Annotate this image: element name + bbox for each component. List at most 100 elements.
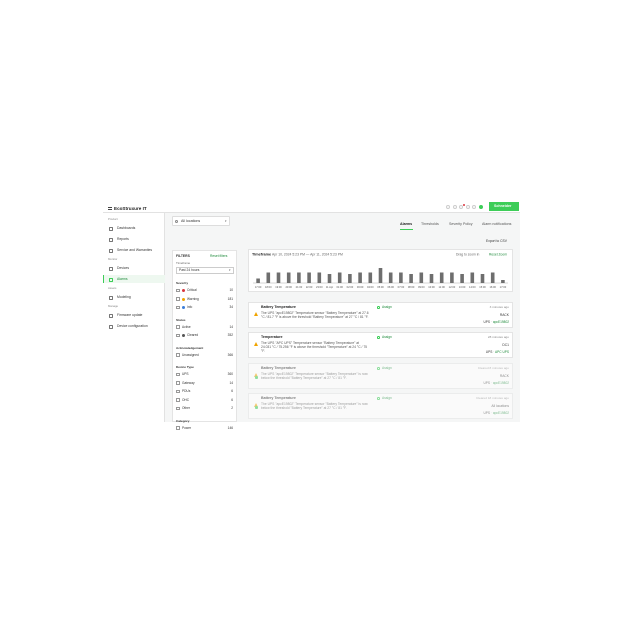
x-tick-label: 06:00 (387, 285, 394, 289)
device-type: UPS (485, 350, 493, 354)
checkbox[interactable] (176, 333, 180, 338)
filters-title: FILTERS (176, 254, 190, 258)
header-icon[interactable] (446, 204, 450, 209)
filter-count: 352 (227, 333, 233, 337)
menu-icon[interactable] (108, 207, 112, 210)
checkbox[interactable] (176, 398, 180, 402)
nav-item[interactable]: Alarms (117, 277, 128, 281)
export-button[interactable]: Export to CSV (486, 239, 507, 243)
nav-item[interactable]: Device configuration (117, 324, 148, 328)
nav-item[interactable]: Service and Warranties (117, 248, 153, 252)
option-icon (182, 289, 185, 292)
filter-option: OHC (182, 397, 190, 402)
nav-item[interactable]: Modeling (117, 295, 131, 299)
option-icon (182, 334, 185, 337)
filter-count: 14 (229, 324, 233, 329)
x-tick-label: 20:00 (285, 285, 292, 289)
brand-button[interactable]: Schneider (489, 202, 519, 211)
assign-button[interactable]: Assign (382, 335, 392, 339)
timeframe-value[interactable]: Past 24 hours (179, 268, 200, 273)
bar (358, 272, 362, 283)
sidebar-section-label: Manage (108, 304, 119, 308)
sidebar-section-label: Monitor (108, 257, 118, 261)
reset-filters[interactable]: Reset filters (210, 254, 228, 258)
nav-item[interactable]: Dashboards (117, 226, 136, 230)
nav-icon (109, 249, 113, 253)
device-link[interactable]: apcE19802 (492, 381, 509, 385)
assign-button[interactable]: Assign (382, 396, 392, 400)
top-bar (103, 200, 520, 213)
assign-button[interactable]: Assign (382, 305, 392, 309)
alarm-card[interactable]: Battery Temperature The UPS "apcE19802" T… (248, 363, 513, 389)
bar (450, 272, 454, 283)
checkbox[interactable] (176, 381, 180, 385)
header-icon[interactable] (465, 204, 470, 209)
nav-item[interactable]: Reports (117, 237, 129, 241)
device-link[interactable]: apcE19802 (492, 320, 509, 324)
timeframe-select (176, 267, 234, 274)
nav-icon (109, 238, 113, 242)
nav-item[interactable]: Devices (117, 266, 130, 270)
tab[interactable]: Alarm notifications (482, 222, 512, 226)
checkbox[interactable] (176, 372, 180, 377)
active-indicator (103, 275, 104, 283)
filter-count: 6 (231, 389, 233, 393)
header-icon[interactable] (478, 204, 483, 209)
cleared-check (255, 406, 258, 409)
location-selector[interactable] (172, 216, 230, 226)
header-icon[interactable] (472, 204, 476, 209)
reset-zoom: Reset Zoom (489, 253, 507, 257)
checkbox[interactable] (176, 353, 180, 357)
bar (348, 274, 352, 283)
location-label[interactable]: All locations (181, 218, 201, 223)
device-link[interactable]: APC UPS (495, 350, 509, 354)
alarm-location: RACK (499, 373, 509, 378)
severity-icon (254, 373, 258, 377)
header-icon[interactable] (452, 204, 457, 209)
assign-button[interactable]: Assign (382, 366, 392, 370)
device-link[interactable]: apcE19802 (492, 411, 509, 415)
checkbox[interactable] (176, 297, 180, 301)
bar (368, 272, 373, 283)
sidebar-section-label: Assets (108, 286, 117, 290)
location-icon (175, 219, 178, 223)
alarm-card[interactable]: Battery Temperature The UPS "apcE19802" T… (248, 302, 513, 328)
filter-group-label: Device Type (176, 365, 194, 369)
nav-item[interactable]: Firmware update (117, 313, 143, 317)
alarm-time: 28 minutes ago (487, 335, 509, 339)
sidebar (103, 213, 165, 422)
filter-option: Warning (187, 296, 199, 301)
checkbox[interactable] (176, 288, 180, 293)
severity-icon (254, 403, 258, 407)
tab[interactable]: Severity Policy (449, 222, 473, 226)
alarm-card[interactable]: Battery Temperature The UPS "apcE19802" T… (248, 393, 513, 419)
tab[interactable]: Alarms (400, 222, 413, 226)
dropdown-caret: ▾ (229, 268, 231, 272)
checkbox[interactable] (176, 305, 180, 310)
tab-underline (400, 228, 413, 230)
checkbox[interactable] (176, 426, 180, 430)
x-tick-label: 12:00 (449, 285, 456, 289)
x-tick-label: 02:00 (347, 285, 354, 289)
alarm-title: Battery Temperature (261, 366, 296, 370)
tab[interactable]: Thresholds (421, 222, 439, 226)
alarm-message: The UPS "apcE19802" Temperature sensor "… (261, 401, 368, 410)
alarm-time: 3 minutes ago (489, 305, 509, 309)
x-tick-label: 01:00 (336, 285, 343, 289)
nav-icon (109, 267, 113, 271)
alarm-card[interactable]: Temperature The UPS "APC UPS" Temperature… (248, 332, 513, 358)
checkbox[interactable] (176, 406, 180, 411)
cleared-check (255, 376, 258, 379)
checkbox[interactable] (176, 325, 180, 329)
separator: · (490, 381, 493, 385)
nav-icon (109, 278, 113, 282)
timeframe-label: Timeframe (176, 261, 191, 265)
filter-option: Critical (187, 288, 197, 292)
header-icon[interactable] (459, 204, 463, 209)
filter-count: 2 (231, 406, 233, 410)
checkbox[interactable] (176, 389, 180, 394)
x-tick-label: 16:00 (489, 285, 496, 289)
filter-option: Other (182, 406, 190, 410)
bar (399, 272, 403, 283)
